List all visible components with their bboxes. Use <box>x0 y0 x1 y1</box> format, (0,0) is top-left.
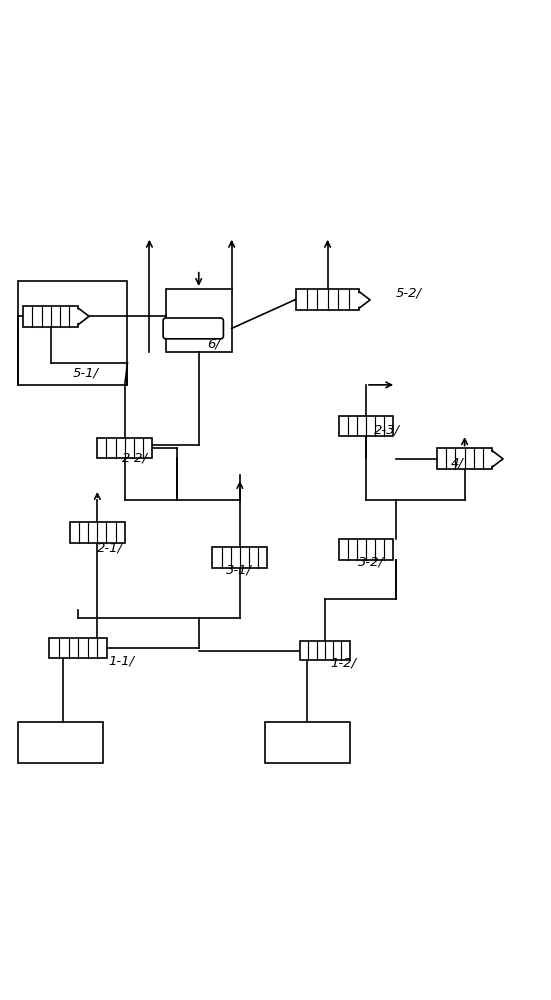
Bar <box>18 722 103 763</box>
Bar <box>338 416 393 436</box>
Bar <box>166 289 231 352</box>
Bar <box>296 289 359 310</box>
Bar <box>18 281 127 385</box>
Text: 2-2/: 2-2/ <box>122 451 148 464</box>
Text: 1-2/: 1-2/ <box>330 657 356 670</box>
Text: 3-2/: 3-2/ <box>358 556 383 569</box>
Text: 1-1/: 1-1/ <box>109 654 134 667</box>
Bar <box>264 722 349 763</box>
Text: 5-1/: 5-1/ <box>73 366 99 379</box>
FancyBboxPatch shape <box>163 318 223 339</box>
Text: 3-1/: 3-1/ <box>226 564 252 577</box>
Bar <box>98 438 152 458</box>
Bar <box>300 641 349 660</box>
Bar <box>70 522 125 543</box>
FancyArrow shape <box>356 294 369 306</box>
FancyArrow shape <box>75 310 88 323</box>
Text: 2-3/: 2-3/ <box>374 424 400 437</box>
Text: 4/: 4/ <box>451 457 464 470</box>
Bar <box>213 547 267 568</box>
Bar <box>437 448 492 469</box>
Bar <box>338 539 393 560</box>
Bar <box>50 638 107 658</box>
FancyArrow shape <box>489 453 501 465</box>
Text: 5-2/: 5-2/ <box>396 287 422 300</box>
Text: 2-1/: 2-1/ <box>98 542 123 555</box>
Bar <box>23 306 78 327</box>
Text: 6/: 6/ <box>207 337 220 350</box>
